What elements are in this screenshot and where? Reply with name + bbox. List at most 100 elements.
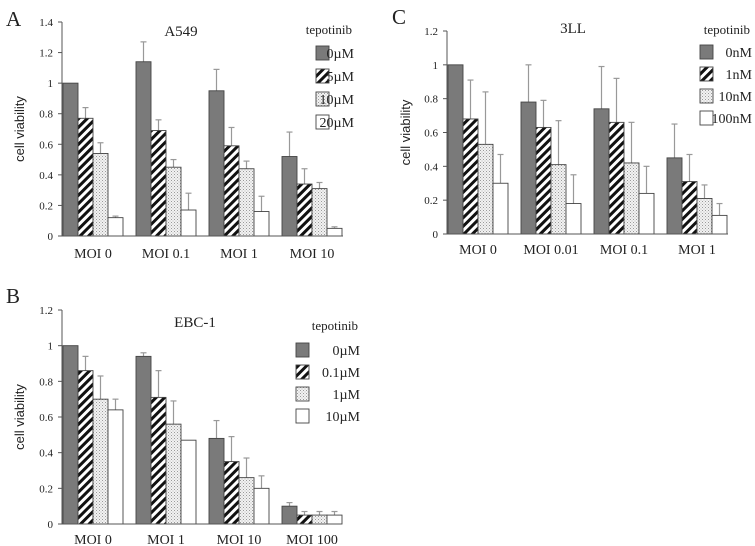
legend-swatch [699, 66, 714, 82]
y-tick-label: 0.6 [39, 139, 53, 151]
chart-title: 3LL [560, 21, 586, 37]
chart-panel-a: A549 cell viability MOI 0 MOI 0.1 MOI 1 MOI 1… [12, 17, 355, 262]
bar [208, 437, 225, 525]
y-tick-label: 1.4 [39, 17, 53, 29]
legend-label: 20µM [319, 116, 354, 131]
bar [550, 164, 567, 235]
x-tick-label: MOI 0 [74, 533, 112, 546]
legend-label: 0nM [726, 46, 753, 61]
bar [150, 396, 167, 525]
y-tick-label: 1 [48, 341, 54, 353]
y-tick-label: 0 [48, 231, 54, 243]
y-tick-label: 0.8 [424, 94, 438, 106]
x-tick-label: MOI 0.1 [142, 247, 190, 262]
x-tick-label: MOI 1 [678, 243, 716, 258]
y-tick-label: 0 [433, 229, 439, 241]
legend-swatch [295, 342, 310, 358]
x-tick-label: MOI 10 [290, 247, 335, 262]
bar [281, 156, 298, 237]
y-axis-label: cell viability [12, 96, 27, 162]
y-tick-label: 1 [48, 78, 54, 90]
bar [462, 118, 479, 235]
bar [223, 145, 240, 237]
legend-label: 0.1µM [322, 366, 361, 381]
x-tick-label: MOI 1 [147, 533, 185, 546]
y-axis-label: cell viability [12, 384, 27, 450]
legend-label: 1nM [726, 68, 753, 83]
bar [180, 209, 197, 237]
bar [608, 121, 625, 235]
bar [238, 168, 255, 237]
y-tick-label: 1.2 [424, 26, 438, 38]
y-tick-label: 0.6 [424, 128, 438, 140]
legend-swatch [295, 364, 310, 380]
legend-label: 5µM [326, 70, 354, 85]
bar [92, 398, 109, 525]
x-tick-label: MOI 0 [74, 247, 112, 262]
bar [253, 487, 270, 525]
y-tick-label: 0 [48, 519, 54, 531]
bar [638, 192, 655, 235]
legend-swatch [295, 408, 310, 424]
bar [681, 181, 698, 235]
legend-title: tepotinib [312, 318, 358, 333]
y-tick-label: 1.2 [39, 48, 53, 60]
y-tick-label: 1.2 [39, 305, 53, 317]
legend-label: 1µM [332, 388, 360, 403]
legend-swatch [699, 44, 714, 60]
bar [165, 166, 182, 237]
legend-swatch [295, 386, 310, 402]
bar [711, 214, 728, 235]
x-tick-label: MOI 1 [220, 247, 258, 262]
x-tick-label: MOI 0.01 [523, 243, 578, 258]
bar [77, 117, 94, 237]
y-tick-label: 0.2 [39, 483, 53, 495]
bar [135, 61, 152, 237]
x-tick-label: MOI 100 [286, 533, 338, 546]
bar [150, 130, 167, 237]
bar [223, 461, 240, 525]
bar [165, 423, 182, 525]
bar [326, 227, 343, 237]
x-tick-label: MOI 0.1 [600, 243, 648, 258]
bar [62, 345, 79, 525]
chart-title: EBC-1 [174, 315, 216, 331]
y-tick-label: 0.4 [424, 161, 438, 173]
bar [326, 514, 343, 525]
legend-swatch [699, 88, 714, 104]
legend-swatch [699, 110, 714, 126]
bar [238, 477, 255, 525]
bar [311, 188, 328, 237]
y-tick-label: 0.6 [39, 412, 53, 424]
bar [565, 203, 582, 235]
bar [135, 355, 152, 525]
bar [666, 157, 683, 235]
legend-label: 10nM [719, 90, 753, 105]
bar [311, 514, 328, 525]
y-tick-label: 0.8 [39, 376, 53, 388]
bar [477, 143, 494, 235]
bar [107, 217, 124, 237]
y-tick-label: 0.4 [39, 170, 53, 182]
bar [296, 514, 313, 525]
chart-panel-c: 3LL cell viability MOI 0 MOI 0.01 MOI 0.1 MOI… [398, 21, 753, 258]
bar [62, 82, 79, 237]
x-tick-label: MOI 10 [217, 533, 262, 546]
bar [253, 211, 270, 237]
legend-title: tepotinib [704, 22, 750, 37]
bar [208, 90, 225, 237]
panel-label-c: C [392, 5, 406, 29]
legend-swatch [315, 68, 330, 84]
bar [92, 153, 109, 237]
legend-swatch [315, 91, 330, 107]
chart-title: A549 [164, 24, 197, 40]
y-tick-label: 0.2 [39, 200, 53, 212]
legend-swatch [315, 45, 330, 61]
panel-label-b: B [6, 284, 20, 308]
legend-title: tepotinib [306, 22, 352, 37]
y-tick-label: 0.4 [39, 448, 53, 460]
chart-panel-b: EBC-1 cell viability MOI 0 MOI 1 MOI 10 MOI 1… [12, 305, 361, 546]
bar [696, 198, 713, 235]
legend-label: 10µM [319, 93, 354, 108]
